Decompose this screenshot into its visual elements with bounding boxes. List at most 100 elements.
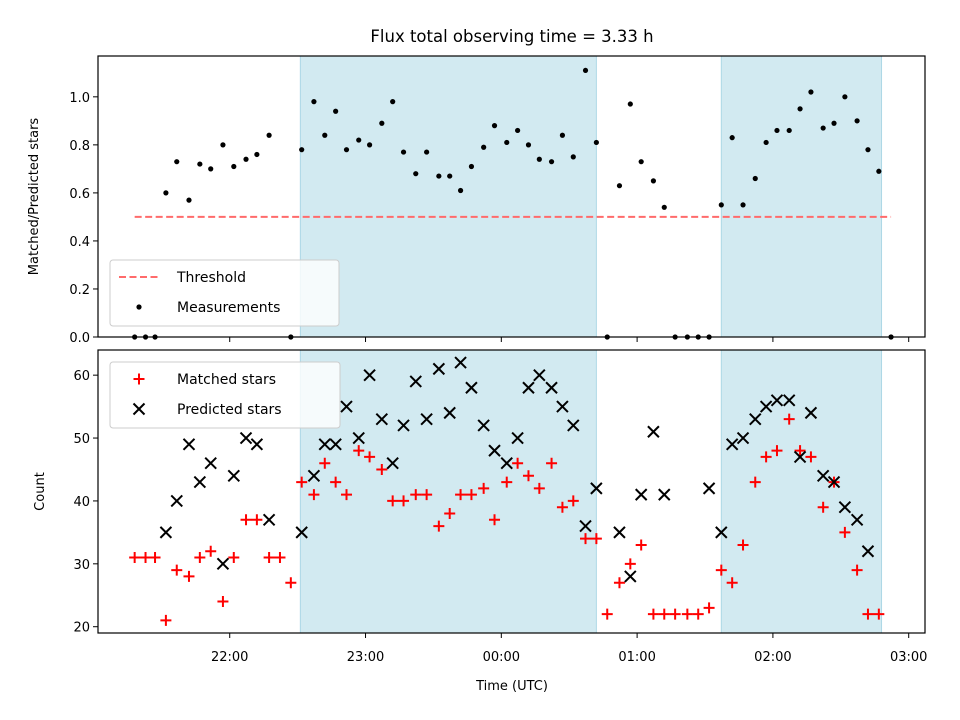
matched-stars-point: [444, 508, 456, 520]
predicted-stars-point: [432, 362, 446, 376]
matched-stars-point: [183, 570, 195, 582]
predicted-stars-point: [838, 501, 852, 514]
matched-stars-point: [205, 545, 217, 557]
matched-stars-point-shape: [658, 608, 670, 620]
predicted-stars-point: [193, 475, 207, 489]
matched-stars-point-shape: [501, 476, 513, 488]
measurements-point: [457, 187, 464, 194]
legend-label: Matched stars: [177, 372, 276, 388]
matched-stars-point: [319, 457, 331, 469]
matched-stars-point: [285, 577, 297, 589]
predicted-stars-point-shape: [397, 419, 410, 432]
ratio-y-tick-label: 0.8: [69, 139, 90, 154]
matched-stars-point-shape: [387, 495, 399, 507]
matched-stars-point-shape: [140, 552, 152, 564]
predicted-stars-point-shape: [488, 444, 501, 457]
predicted-stars-point: [736, 431, 750, 445]
predicted-stars-point: [793, 450, 807, 464]
predicted-stars-point: [465, 381, 478, 394]
measurements-point: [436, 173, 442, 179]
measurements-point: [582, 67, 589, 74]
measurements-point: [379, 120, 385, 126]
predicted-stars-point-shape: [838, 501, 852, 514]
matched-stars-point: [455, 489, 467, 501]
x-tick-label: 03:00: [890, 650, 927, 665]
predicted-stars-point: [329, 438, 342, 451]
matched-stars-point: [613, 577, 625, 589]
matched-stars-point-shape: [129, 552, 141, 564]
measurements-point: [638, 159, 644, 165]
matched-stars-point-shape: [703, 602, 715, 614]
measurements-point: [266, 132, 272, 138]
predicted-stars-point: [804, 406, 818, 420]
matched-stars-point: [556, 501, 568, 513]
matched-stars-point-shape: [556, 501, 568, 513]
predicted-stars-point: [443, 406, 456, 420]
matched-stars-point-shape: [364, 451, 376, 463]
matched-stars-point-shape: [171, 564, 183, 576]
matched-stars-point-shape: [771, 445, 783, 457]
matched-stars-point: [533, 482, 545, 494]
predicted-stars-point: [420, 412, 433, 426]
counts-y-tick-label: 30: [73, 558, 90, 573]
measurements-point: [356, 137, 362, 143]
predicted-stars-point-shape: [432, 362, 446, 376]
measurements-point: [559, 132, 566, 138]
measurements-point: [752, 175, 758, 182]
ratio-panel: 0.0 0.2 0.4 0.6 0.8 1.0 Matched/Predicted sta…: [27, 55, 926, 346]
matched-stars-point: [580, 533, 592, 545]
measurements-point: [548, 159, 555, 165]
predicted-stars-point: [658, 488, 671, 501]
measurements-point: [343, 147, 350, 153]
matched-stars-point-shape: [205, 545, 217, 557]
predicted-stars-point-shape: [239, 431, 253, 445]
matched-stars-point-shape: [715, 564, 727, 576]
measurements-point: [243, 156, 249, 162]
ratio-axes-frame: [97, 55, 926, 338]
matched-stars-point-shape: [580, 533, 592, 545]
matched-stars-point-shape: [590, 533, 602, 545]
matched-stars-point: [140, 552, 152, 564]
measurements-point: [400, 149, 407, 155]
predicted-stars-point: [613, 526, 626, 539]
predicted-stars-point-shape: [375, 412, 389, 426]
predicted-stars-point-shape: [465, 381, 478, 394]
predicted-stars-point: [522, 381, 535, 394]
ratio-y-tick-label: 0.6: [69, 187, 90, 202]
predicted-stars-point: [624, 570, 637, 583]
matched-stars-point-shape: [613, 577, 625, 589]
predicted-stars-point: [725, 438, 739, 451]
matched-stars-point: [330, 476, 342, 488]
measurements-point: [865, 147, 871, 153]
matched-stars-point: [839, 526, 851, 538]
predicted-stars-point: [159, 526, 173, 539]
matched-stars-point: [353, 445, 365, 457]
matched-stars-point-shape: [465, 489, 477, 501]
matched-stars-point: [624, 558, 636, 570]
predicted-stars-point-shape: [409, 375, 422, 388]
predicted-stars-point: [533, 368, 546, 382]
predicted-stars-point: [397, 419, 410, 432]
matched-stars-point: [669, 608, 681, 620]
measurements-point: [525, 142, 532, 148]
measurements-point: [661, 204, 667, 210]
matched-stars-point-shape: [839, 526, 851, 538]
matched-stars-point: [546, 457, 558, 469]
measurements-point: [515, 127, 521, 134]
predicted-stars-point-shape: [759, 400, 773, 413]
predicted-stars-point-shape: [193, 475, 207, 489]
matched-stars-point-shape: [635, 539, 647, 551]
legend-measurements-swatch: [136, 304, 142, 310]
matched-stars-point-shape: [489, 514, 501, 526]
matched-stars-point: [590, 533, 602, 545]
predicted-stars-point: [759, 400, 773, 413]
matched-stars-point-shape: [228, 552, 240, 564]
matched-stars-point: [771, 445, 783, 457]
predicted-stars-point-shape: [454, 356, 467, 369]
ratio-y-tick-label: 0.4: [69, 235, 90, 250]
predicted-stars-point-shape: [567, 419, 580, 432]
matched-stars-point-shape: [737, 539, 749, 551]
matched-stars-point: [194, 552, 206, 564]
matched-stars-point: [749, 476, 761, 488]
predicted-stars-point-shape: [204, 456, 217, 470]
